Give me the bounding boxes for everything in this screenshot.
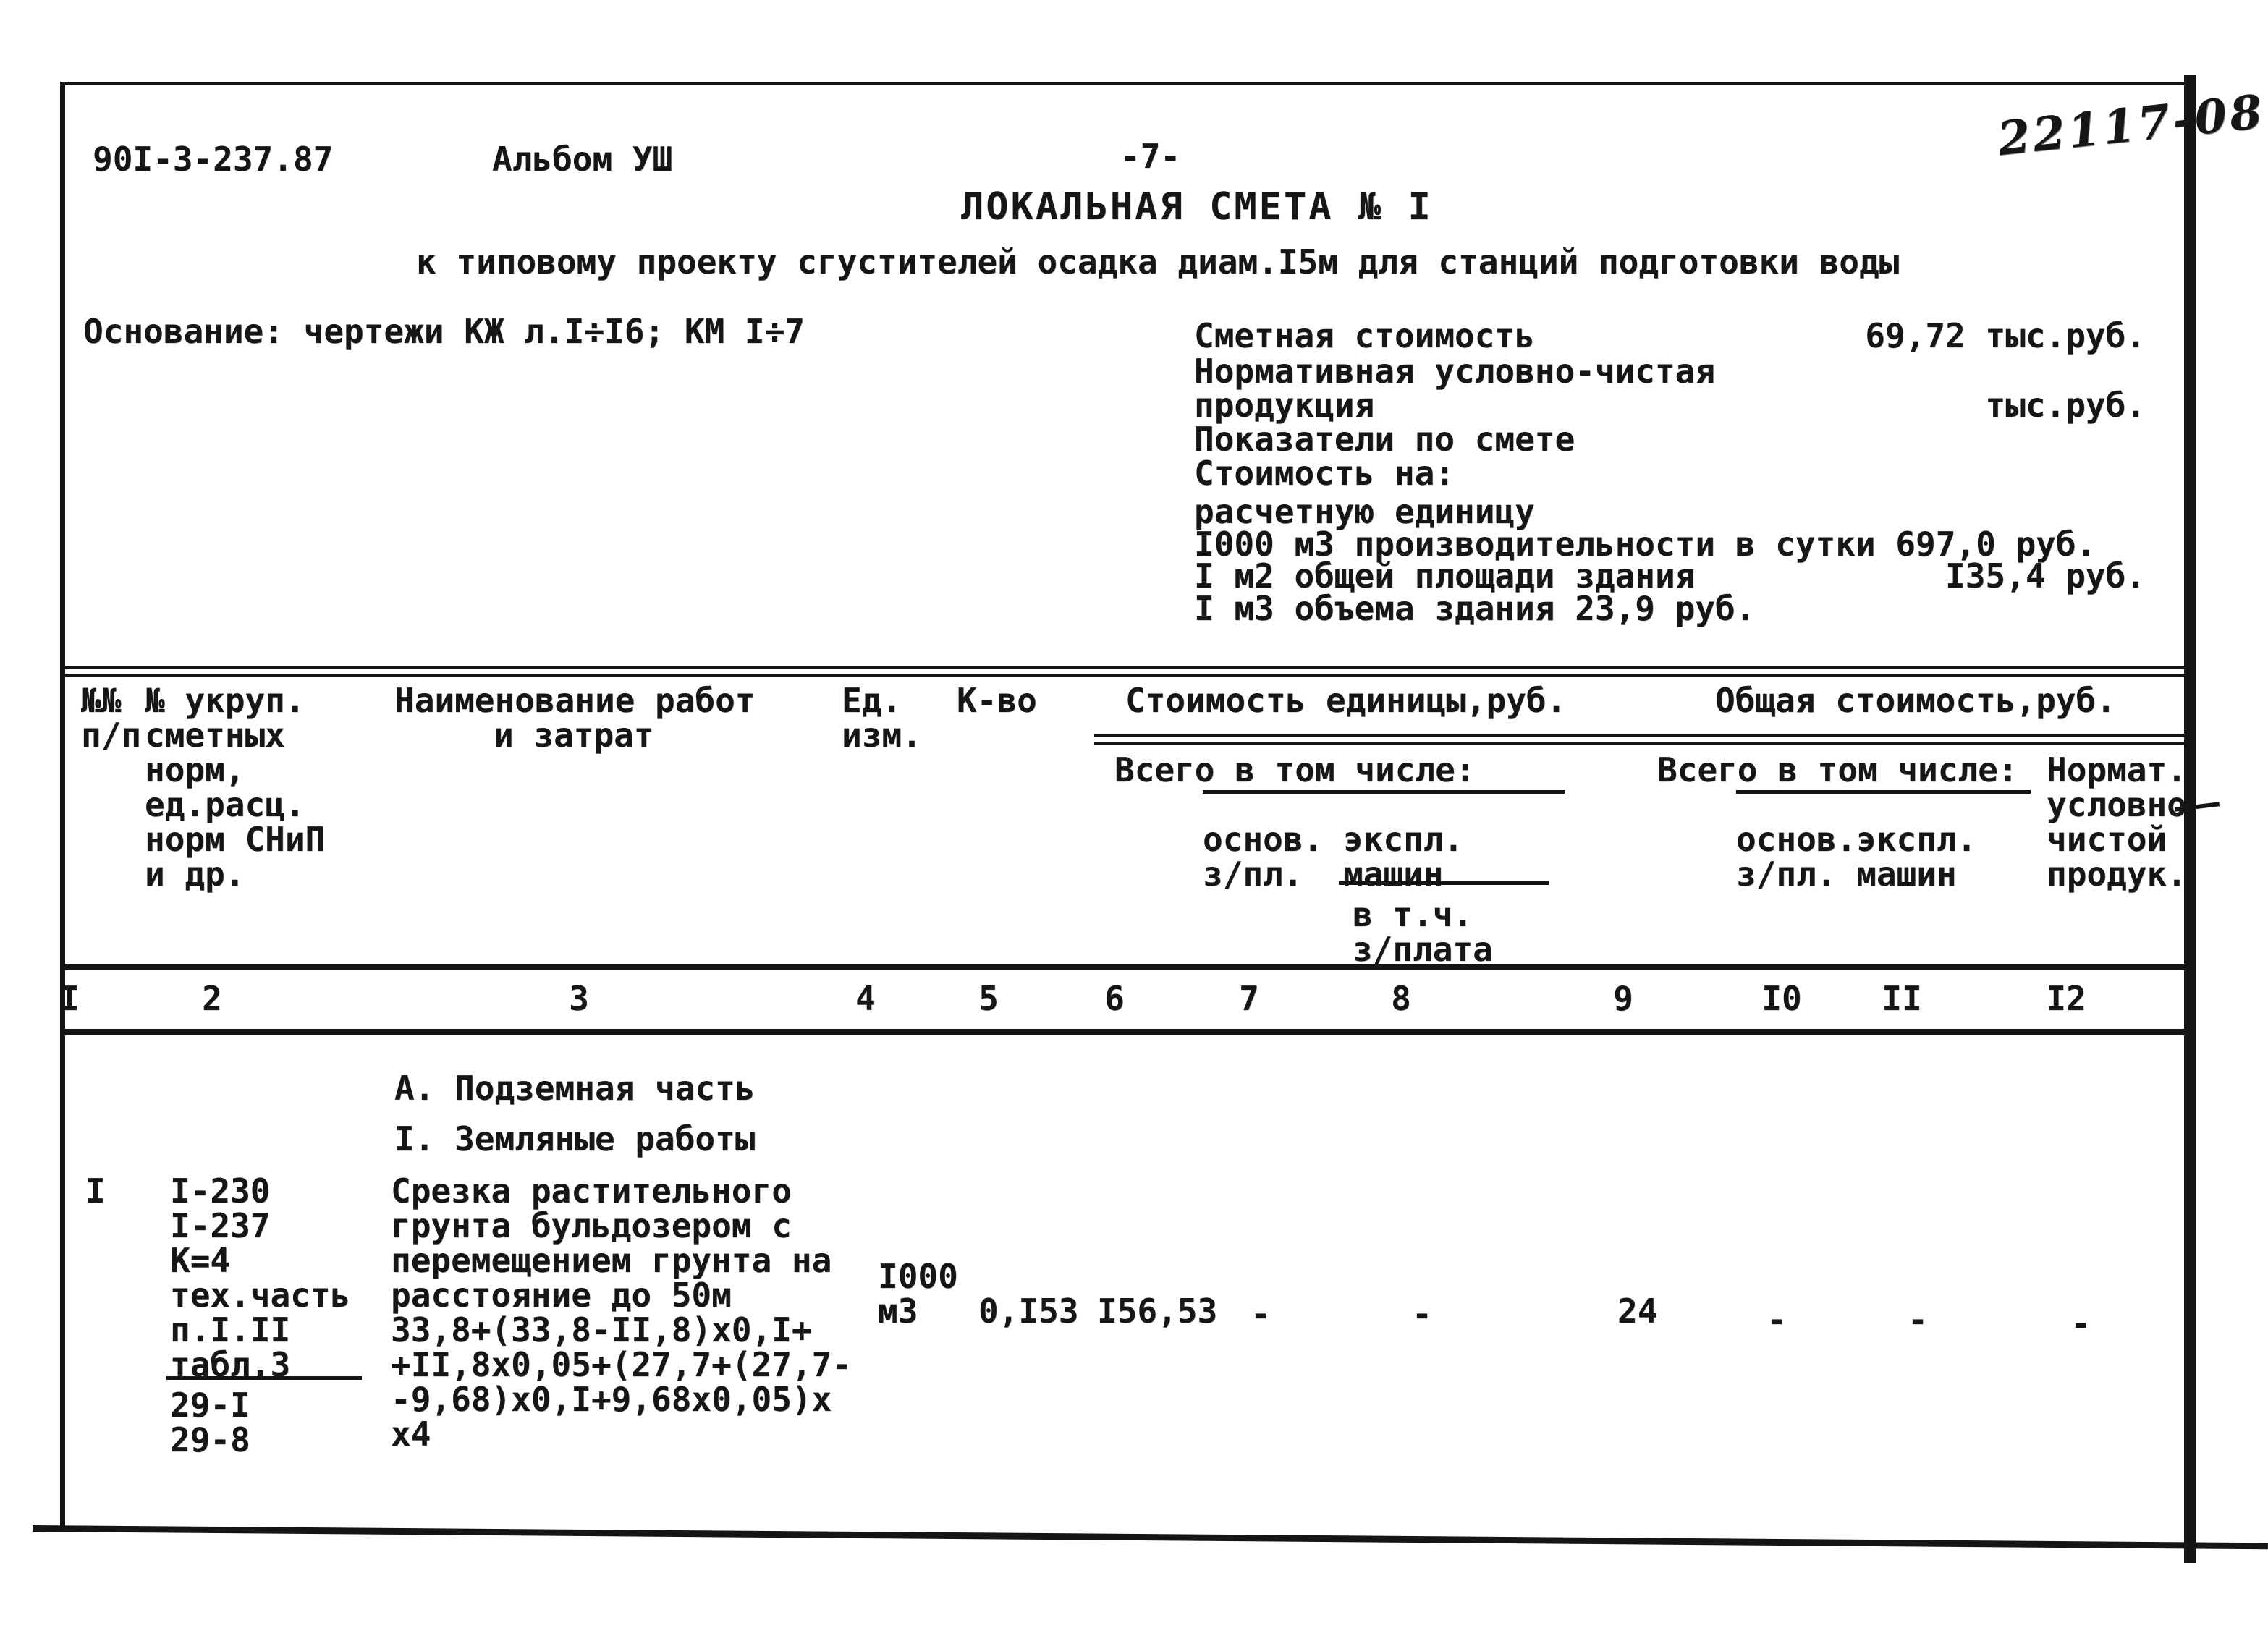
header-normat: Нормат. условно чистой продук. bbox=[2047, 750, 2187, 894]
header-group-unit-cost: Стоимость единицы,руб. bbox=[1125, 681, 1567, 720]
frame-left-border bbox=[60, 82, 65, 1532]
summary-label: Показатели по смете bbox=[1194, 420, 1575, 459]
header-total-osn-expl: основ.экспл. з/пл. машин bbox=[1736, 820, 1977, 894]
col-number-7: 7 bbox=[1239, 979, 1259, 1018]
header-unit-osn: основ. з/пл. bbox=[1203, 820, 1324, 894]
table-top-rule-2 bbox=[60, 674, 2184, 677]
summary-line: Стоимость на: bbox=[1194, 456, 2146, 491]
col-number-4: 4 bbox=[855, 979, 876, 1018]
header-col-unit: Ед. изм. bbox=[842, 681, 922, 755]
unit-subtotal-rule bbox=[1203, 790, 1565, 794]
summary-value: 69,72 тыс.руб. bbox=[1865, 316, 2146, 355]
frame-bottom-border bbox=[32, 1525, 2268, 1550]
col-number-8: 8 bbox=[1391, 979, 1411, 1018]
summary-label: Сметная стоимость bbox=[1194, 316, 1535, 355]
cost-group-rule-1 bbox=[1094, 734, 2184, 737]
row-normat: - bbox=[2070, 1304, 2091, 1343]
col-number-5: 5 bbox=[978, 979, 999, 1018]
row-unit: I000 м3 bbox=[878, 1257, 958, 1331]
row-unit-cost-osn: - bbox=[1251, 1294, 1271, 1334]
handwritten-code: 22117-08 bbox=[1995, 84, 2268, 167]
summary-value: тыс.руб. bbox=[1985, 386, 2146, 425]
col-number-12: I2 bbox=[2046, 979, 2086, 1018]
doc-number: 90I-3-237.87 bbox=[93, 140, 334, 179]
total-subtotal-rule bbox=[1736, 790, 2031, 794]
header-col-num: №№ п/п bbox=[81, 681, 142, 755]
summary-label: I м2 общей площади здания bbox=[1194, 556, 1696, 595]
row-description: Срезка растительного грунта бульдозером … bbox=[391, 1171, 852, 1454]
frame-top-border bbox=[60, 82, 2196, 85]
summary-label: I м3 объема здания 23,9 руб. bbox=[1194, 589, 1756, 628]
summary-label: I000 м3 производительности в сутки 697,0… bbox=[1194, 525, 2096, 564]
header-col-norms: № укруп. сметных норм, ед.расц. норм СНи… bbox=[145, 681, 326, 894]
col-number-3: 3 bbox=[569, 979, 589, 1018]
header-col-qty: К-во bbox=[957, 681, 1037, 720]
row-codes-upper: I-230 I-237 К=4 тех.часть п.I.II табл.3 bbox=[170, 1171, 351, 1384]
header-group-total-cost: Общая стоимость,руб. bbox=[1715, 681, 2116, 720]
header-col-works-line1: Наименование работ bbox=[394, 681, 756, 720]
col-number-9: 9 bbox=[1613, 979, 1633, 1018]
summary-label: расчетную единицу bbox=[1194, 492, 1535, 531]
summary-label: Нормативная условно-чистая bbox=[1194, 352, 1716, 391]
row-total-cost-total: 24 bbox=[1617, 1292, 1658, 1331]
header-bottom-rule bbox=[60, 964, 2184, 970]
col-number-6: 6 bbox=[1104, 979, 1125, 1018]
summary-value: I35,4 руб. bbox=[1945, 556, 2146, 595]
header-total-subtotal: Всего в том числе: bbox=[1657, 750, 2018, 789]
row-total-cost-osn: - bbox=[1766, 1300, 1787, 1339]
summary-line: Сметная стоимость 69,72 тыс.руб. bbox=[1194, 318, 2146, 353]
row-number: I bbox=[85, 1171, 106, 1211]
colnumbers-bottom-rule bbox=[60, 1029, 2184, 1035]
table-top-rule-1 bbox=[60, 666, 2184, 669]
summary-line: I м2 общей площади здания I35,4 руб. bbox=[1194, 559, 2146, 593]
summary-label: Стоимость на: bbox=[1194, 454, 1455, 493]
col-number-11: II bbox=[1882, 979, 1922, 1018]
album-label: Альбом УШ bbox=[492, 140, 673, 179]
col-number-10: I0 bbox=[1761, 979, 1802, 1018]
row-total-cost-expl: - bbox=[1908, 1300, 1928, 1339]
row-codes-lower: 29-I 29-8 bbox=[170, 1386, 250, 1459]
page-number: -7- bbox=[1120, 137, 1181, 176]
basis-line: Основание: чертежи КЖ л.I÷I6; КМ I÷7 bbox=[83, 312, 805, 351]
document-title: ЛОКАЛЬНАЯ СМЕТА № I bbox=[961, 185, 1433, 229]
section-a-heading: А. Подземная часть bbox=[394, 1069, 756, 1108]
row-unit-cost-total: I56,53 bbox=[1097, 1292, 1218, 1331]
frame-right-border bbox=[2184, 75, 2196, 1563]
col-number-2: 2 bbox=[202, 979, 222, 1018]
header-unit-subtotal: Всего в том числе: bbox=[1114, 750, 1476, 789]
summary-label: продукция bbox=[1194, 386, 1375, 425]
summary-line: продукция тыс.руб. bbox=[1194, 388, 2146, 423]
summary-line: I000 м3 производительности в сутки 697,0… bbox=[1194, 527, 2146, 561]
header-col-works-line2: и затрат bbox=[494, 716, 654, 755]
col-number-1: I bbox=[59, 979, 80, 1018]
summary-line: I м3 объема здания 23,9 руб. bbox=[1194, 591, 2146, 626]
summary-line: расчетную единицу bbox=[1194, 494, 2146, 529]
row-unit-cost-expl: - bbox=[1412, 1294, 1432, 1334]
mashin-underline bbox=[1339, 881, 1549, 885]
document-subtitle: к типовому проекту сгустителей осадка ди… bbox=[416, 242, 1900, 281]
section-1-heading: I. Земляные работы bbox=[394, 1119, 756, 1158]
summary-line: Нормативная условно-чистая bbox=[1194, 354, 2146, 389]
summary-line: Показатели по смете bbox=[1194, 422, 2146, 457]
tabl3-underline bbox=[166, 1376, 362, 1380]
row-quantity: 0,I53 bbox=[978, 1292, 1079, 1331]
header-unit-vtch: в т.ч. з/плата bbox=[1353, 895, 1493, 969]
cost-group-rule-2 bbox=[1094, 742, 2184, 745]
header-unit-expl: экспл. машин bbox=[1343, 820, 1464, 894]
